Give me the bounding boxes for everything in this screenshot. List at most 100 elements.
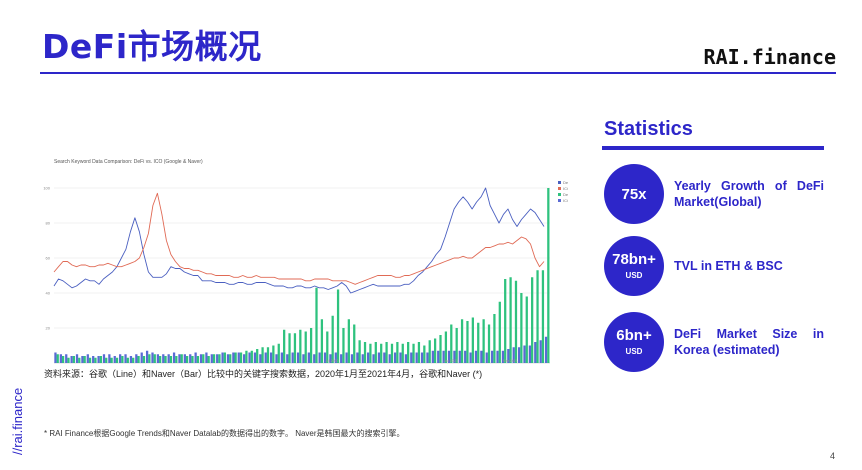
defi-bar <box>396 342 399 363</box>
y-tick-label: 40 <box>46 291 51 296</box>
defi-bar <box>164 356 167 363</box>
ico-bar <box>70 356 73 363</box>
defi-bar <box>466 321 469 363</box>
defi-bar <box>477 322 480 363</box>
stat-unit: USD <box>625 346 643 356</box>
stat-description: DeFi Market Size in Korea (estimated) <box>674 327 824 357</box>
defi-bar <box>88 357 92 363</box>
ico-bar <box>383 352 386 363</box>
defi-bar <box>202 354 205 363</box>
stat-description: TVL in ETH & BSC <box>674 259 783 273</box>
ico-bar <box>286 354 289 363</box>
defi-bar <box>185 356 189 363</box>
defi-bar <box>493 314 496 363</box>
defi-bar <box>223 352 226 363</box>
ico-bar <box>539 340 542 363</box>
ico-bar <box>162 354 165 363</box>
ico-bar <box>226 354 230 363</box>
ico-bar <box>248 352 251 363</box>
defi-bar <box>256 349 259 363</box>
ico-bar <box>367 352 370 363</box>
ico-bar <box>296 352 300 363</box>
x-tick-label: Mar 2021 <box>503 359 518 363</box>
y-tick-label: 20 <box>46 326 51 331</box>
data-source-note: 资料来源：谷歌（Line）和Naver（Bar）比较中的关键字搜索数据，2020… <box>44 369 483 379</box>
ico-bar <box>528 345 532 363</box>
ico-bar <box>388 354 391 363</box>
defi-bar <box>514 280 518 363</box>
ico-bar <box>313 354 316 363</box>
ico-bar <box>81 356 84 363</box>
ico-bar <box>232 352 235 363</box>
defi-bar <box>212 354 216 363</box>
ico-bar <box>474 350 478 363</box>
ico-bar <box>329 354 332 363</box>
ico-bar <box>59 354 62 363</box>
ico-bar <box>302 354 305 363</box>
footnote: * RAI Finance根据Google Trends和Naver Datal… <box>44 429 405 438</box>
ico-bar <box>156 354 160 363</box>
ico-bar <box>501 350 505 363</box>
defi-bar <box>115 357 119 363</box>
defi-bar <box>266 347 270 363</box>
legend-label: ICO <box>563 186 568 191</box>
stat-description: Yearly Growth of DeFi Market(Global) <box>674 179 824 209</box>
defi-bar <box>326 331 329 363</box>
ico-bar <box>464 350 467 363</box>
ico-bar <box>410 352 413 363</box>
defi-bar <box>121 356 124 363</box>
defi-bar <box>110 357 113 363</box>
ico-bar <box>221 352 224 363</box>
stat-value: 75x <box>621 185 647 203</box>
ico-bar <box>205 352 208 363</box>
defi-bar <box>148 354 151 363</box>
defi-bar <box>498 301 501 363</box>
defi-bar <box>56 354 59 363</box>
ico-bar <box>151 352 154 363</box>
legend-label: DeFi <box>563 180 568 185</box>
stat-badge: 75x <box>604 164 664 224</box>
ico-bar <box>291 352 294 363</box>
ico-bar <box>377 352 381 363</box>
x-axis-labels: Jul 2020 Jan 2021 Mar 2021 <box>325 359 518 363</box>
defi-bar <box>482 319 485 363</box>
defi-bar <box>304 331 307 363</box>
side-brand-text: //rai.finance <box>10 387 25 455</box>
defi-bar <box>229 354 232 363</box>
ico-bar <box>280 352 284 363</box>
defi-bar <box>159 356 162 363</box>
defi-bar <box>428 340 431 363</box>
legend-swatch <box>558 181 561 184</box>
search-keyword-chart: 20 40 60 80 100 Jul 2020 Jan 2021 Mar 2021 DeF… <box>43 180 568 364</box>
defi-bar <box>272 345 275 363</box>
legend-swatch <box>558 193 561 196</box>
stat-yearly-growth: 75x Yearly Growth of DeFi Market(Global) <box>604 164 830 224</box>
ico-bar <box>480 350 483 363</box>
defi-bar <box>509 277 512 363</box>
defi-bar <box>390 343 394 363</box>
defi-bar <box>336 289 340 363</box>
defi-bar <box>525 296 528 363</box>
ico-bar <box>189 354 192 363</box>
defi-bar <box>401 343 404 363</box>
defi-bar <box>277 343 280 363</box>
ico-bar <box>86 354 89 363</box>
defi-bar <box>433 338 437 363</box>
defi-line <box>53 187 545 294</box>
defi-bar <box>315 287 318 363</box>
defi-bar <box>547 188 550 363</box>
ico-bar <box>334 352 337 363</box>
legend-label: ICO <box>563 198 568 203</box>
defi-bar <box>83 356 86 363</box>
defi-bar <box>218 354 221 363</box>
ico-bar <box>237 352 240 363</box>
defi-bar <box>369 343 372 363</box>
defi-bar <box>137 356 140 363</box>
ico-bar <box>108 354 111 363</box>
ico-bar <box>517 347 521 363</box>
ico-bar <box>431 350 434 363</box>
ico-bar <box>119 354 122 363</box>
ico-bar <box>129 356 133 363</box>
defi-bar <box>132 357 135 363</box>
defi-bar <box>536 270 539 363</box>
